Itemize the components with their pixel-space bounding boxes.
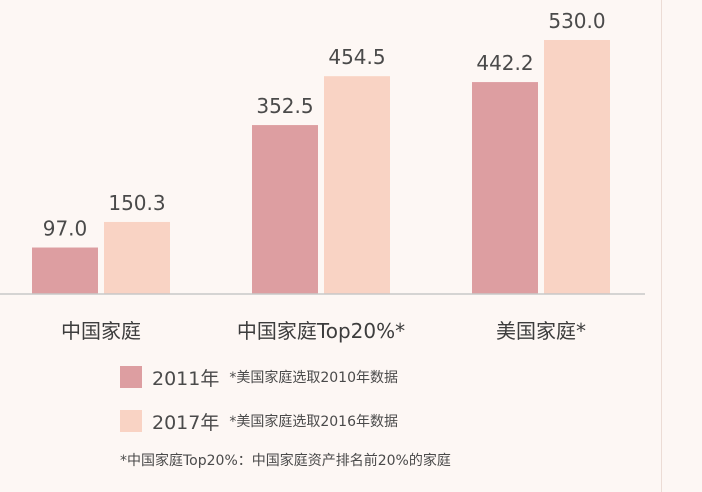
legend-note-2017: *美国家庭选取2016年数据 bbox=[229, 414, 398, 430]
category-label-2: 美国家庭* bbox=[496, 319, 586, 343]
category-label-0: 中国家庭 bbox=[61, 319, 141, 343]
data-label-2017-2: 530.0 bbox=[548, 9, 605, 33]
bar-2017-1 bbox=[324, 76, 390, 295]
data-label-2011-1: 352.5 bbox=[256, 94, 313, 118]
divider bbox=[661, 0, 662, 492]
legend-item-2017: 2017年 *美国家庭选取2016年数据 bbox=[120, 409, 398, 434]
legend-label-2017: 2017年 bbox=[152, 411, 220, 434]
footnote: *中国家庭Top20%：中国家庭资产排名前20%的家庭 bbox=[120, 453, 451, 469]
legend-swatch-2011 bbox=[120, 366, 142, 388]
legend-swatch-2017 bbox=[120, 410, 142, 432]
category-label-1: 中国家庭Top20%* bbox=[237, 319, 405, 343]
bar-2017-2 bbox=[544, 40, 610, 294]
legend-note-2011: *美国家庭选取2010年数据 bbox=[229, 370, 398, 386]
bar-2011-1 bbox=[252, 125, 318, 294]
legend-label-2011: 2011年 bbox=[152, 367, 220, 390]
data-label-2017-1: 454.5 bbox=[328, 45, 385, 69]
bar-2011-0 bbox=[32, 247, 98, 294]
legend-item-2011: 2011年 *美国家庭选取2010年数据 bbox=[120, 365, 398, 390]
bar-2017-0 bbox=[104, 221, 170, 294]
legend: 2011年 *美国家庭选取2010年数据 2017年 *美国家庭选取2016年数… bbox=[120, 365, 398, 453]
data-label-2017-0: 150.3 bbox=[108, 191, 165, 215]
bar-2011-2 bbox=[472, 82, 538, 295]
data-label-2011-0: 97.0 bbox=[43, 217, 88, 241]
bar-chart: 97.0 150.3 中国家庭 352.5 454.5 中国家庭Top20%* 442.2 5… bbox=[0, 9, 645, 343]
data-label-2011-2: 442.2 bbox=[476, 51, 533, 75]
